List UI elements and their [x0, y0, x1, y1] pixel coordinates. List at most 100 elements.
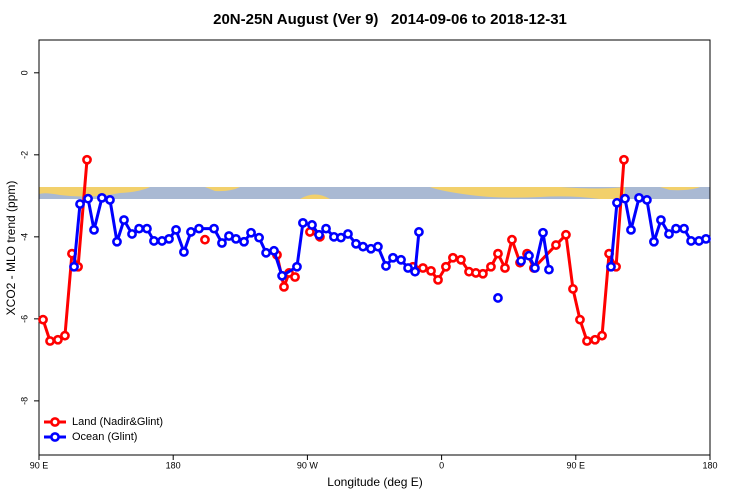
data-point: [53, 334, 63, 345]
data-point: [246, 227, 256, 238]
y-tick-label: -2: [19, 151, 29, 159]
legend-marker: [50, 417, 60, 427]
data-point: [686, 236, 696, 246]
data-point: [561, 229, 571, 240]
data-point: [254, 232, 264, 243]
x-tick-label: 180: [702, 460, 717, 470]
data-point: [373, 241, 383, 252]
data-point: [343, 229, 353, 239]
data-point: [314, 229, 324, 240]
data-point: [261, 247, 271, 258]
data-point: [679, 223, 689, 234]
x-tick-label: 90 E: [567, 460, 586, 470]
data-point: [516, 256, 526, 266]
data-point: [649, 236, 659, 247]
plot-frame: [38, 39, 711, 456]
data-point: [45, 336, 55, 346]
data-point: [418, 263, 428, 273]
data-point: [403, 263, 413, 273]
data-point: [530, 263, 540, 273]
data-point: [149, 236, 159, 246]
data-point: [433, 274, 443, 285]
data-point: [396, 254, 406, 265]
data-point: [290, 272, 300, 282]
legend-label: Ocean (Glint): [72, 431, 137, 443]
data-point: [612, 197, 622, 208]
data-point: [493, 293, 503, 303]
data-point: [456, 254, 466, 265]
data-point: [448, 252, 458, 263]
x-tick-label: 90 W: [297, 460, 319, 470]
data-point: [410, 266, 420, 277]
data-point: [597, 330, 607, 341]
data-point: [619, 154, 629, 165]
data-point: [83, 193, 93, 204]
data-point: [321, 223, 331, 234]
data-point: [82, 154, 92, 165]
data-point: [105, 195, 115, 205]
data-point: [642, 195, 652, 205]
data-point: [507, 234, 517, 245]
data-point: [89, 224, 99, 235]
x-tick-label: 90 E: [30, 460, 49, 470]
data-point: [209, 223, 219, 234]
x-axis-label: Longitude (deg E): [327, 475, 422, 489]
data-point: [231, 233, 241, 244]
data-point: [606, 261, 616, 272]
data-point: [486, 261, 496, 272]
y-tick-label: -8: [19, 397, 29, 405]
data-point: [701, 233, 711, 244]
data-point: [269, 245, 279, 256]
data-point: [279, 281, 289, 292]
data-point: [134, 223, 144, 234]
data-point: [575, 314, 585, 325]
data-point: [60, 330, 70, 341]
data-point: [671, 223, 681, 234]
data-point: [626, 224, 636, 235]
data-point: [358, 241, 368, 252]
data-point: [582, 336, 592, 346]
data-point: [336, 232, 346, 243]
data-point: [426, 265, 436, 276]
data-point: [634, 192, 644, 203]
data-point: [75, 199, 85, 209]
data-point: [69, 261, 79, 272]
y-tick-label: -4: [19, 233, 29, 241]
data-point: [112, 236, 122, 247]
y-axis-label: XCO2 - MLO trend (ppm): [4, 181, 18, 316]
data-point: [551, 240, 561, 250]
data-point: [568, 284, 578, 294]
data-point: [142, 223, 152, 234]
data-point: [478, 268, 488, 279]
data-point: [524, 250, 534, 261]
data-point: [441, 261, 451, 272]
data-point: [97, 192, 107, 203]
data-point: [590, 334, 600, 345]
data-point: [292, 261, 302, 272]
data-point: [127, 229, 137, 239]
y-tick-label: 0: [19, 70, 29, 75]
data-point: [186, 227, 196, 237]
data-point: [493, 248, 503, 259]
data-point: [119, 215, 129, 225]
x-tick-label: 0: [439, 460, 444, 470]
y-tick-label: -6: [19, 315, 29, 323]
data-point: [656, 215, 666, 225]
data-point: [239, 236, 249, 247]
data-point: [164, 233, 174, 244]
data-point: [544, 264, 554, 275]
map-strip: [39, 187, 710, 199]
data-point: [388, 252, 398, 263]
data-point: [620, 193, 630, 204]
data-point: [664, 229, 674, 239]
data-point: [381, 261, 391, 271]
data-point: [194, 223, 204, 234]
data-point: [38, 314, 48, 325]
legend-label: Land (Nadir&Glint): [72, 416, 163, 428]
legend-marker: [50, 432, 60, 442]
data-point: [277, 270, 287, 281]
data-point: [217, 238, 227, 248]
chart-title: 20N-25N August (Ver 9) 2014-09-06 to 201…: [213, 11, 567, 28]
data-point: [179, 247, 189, 257]
